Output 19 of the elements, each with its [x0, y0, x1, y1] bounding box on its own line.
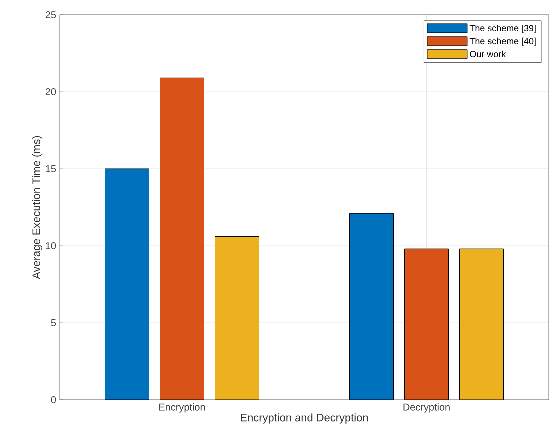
bar — [350, 213, 394, 400]
y-tick-label: 0 — [51, 396, 56, 404]
y-tick-label: 10 — [46, 242, 56, 250]
y-axis-title: Average Execution Time (ms) — [32, 136, 43, 280]
bar — [160, 78, 204, 400]
x-tick-label: Decryption — [404, 404, 450, 413]
x-tick-label: Encryption — [160, 404, 206, 413]
legend-label: The scheme [40] — [470, 38, 536, 46]
legend-label: The scheme [39] — [470, 24, 536, 34]
y-tick-label: 20 — [46, 88, 56, 96]
y-tick-label: 5 — [51, 320, 56, 326]
y-tick-label: 15 — [46, 166, 56, 172]
x-axis-title: Encryption and Decryption — [241, 414, 368, 424]
bar — [460, 248, 504, 400]
bar — [404, 248, 450, 400]
y-tick-label: 25 — [46, 11, 56, 19]
bar — [105, 168, 150, 400]
legend-label: Our work — [470, 50, 506, 58]
bar — [215, 236, 260, 400]
